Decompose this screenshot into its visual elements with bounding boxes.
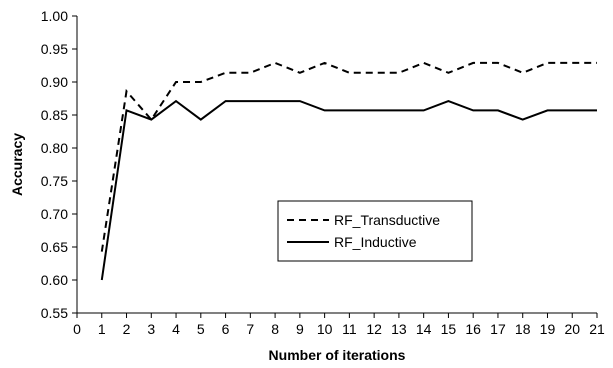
x-tick-label: 21 [589, 321, 605, 337]
x-tick-label: 16 [465, 321, 481, 337]
x-tick-label: 15 [441, 321, 457, 337]
y-tick-label: 1.00 [41, 8, 68, 24]
x-tick-label: 9 [296, 321, 304, 337]
y-tick-label: 0.75 [41, 173, 68, 189]
y-tick-label: 0.90 [41, 74, 68, 90]
x-tick-label: 6 [222, 321, 230, 337]
x-tick-label: 19 [540, 321, 556, 337]
tick-labels: 0.55 0.60 0.65 0.70 0.75 0.80 0.85 0.90 0.95 1.00… [41, 8, 605, 337]
legend: RF_Transductive RF_Inductive [277, 200, 473, 262]
x-tick-label: 10 [317, 321, 333, 337]
x-tick-label: 14 [416, 321, 432, 337]
x-tick-label: 18 [515, 321, 531, 337]
series-lines [100, 61, 597, 281]
y-tick-label: 0.95 [41, 41, 68, 57]
legend-label-rf-transductive: RF_Transductive [334, 212, 440, 228]
y-tick-label: 0.85 [41, 107, 68, 123]
y-tick-label: 0.80 [41, 140, 68, 156]
x-tick-label: 4 [172, 321, 180, 337]
y-tick-label: 0.65 [41, 239, 68, 255]
x-tick-label: 17 [490, 321, 506, 337]
legend-label-rf-inductive: RF_Inductive [334, 234, 417, 250]
x-tick-label: 11 [342, 321, 357, 337]
x-tick-label: 13 [391, 321, 407, 337]
y-tick-label: 0.55 [41, 305, 68, 321]
x-tick-label: 12 [366, 321, 382, 337]
x-tick-label: 8 [271, 321, 279, 337]
series-line-rf-inductive [100, 99, 597, 281]
legend-box [277, 200, 473, 262]
series-line-rf-transductive [100, 61, 597, 252]
x-axis-title: Number of iterations [269, 347, 406, 363]
x-tick-label: 1 [98, 321, 106, 337]
x-tick-label: 2 [123, 321, 131, 337]
y-tick-label: 0.60 [41, 272, 68, 288]
y-tick-label: 0.70 [41, 206, 68, 222]
axes [72, 15, 598, 318]
x-tick-label: 3 [147, 321, 155, 337]
x-tick-label: 5 [197, 321, 205, 337]
x-tick-label: 20 [564, 321, 580, 337]
x-tick-label: 0 [73, 321, 81, 337]
x-tick-label: 7 [246, 321, 254, 337]
y-axis-title: Accuracy [9, 133, 25, 196]
